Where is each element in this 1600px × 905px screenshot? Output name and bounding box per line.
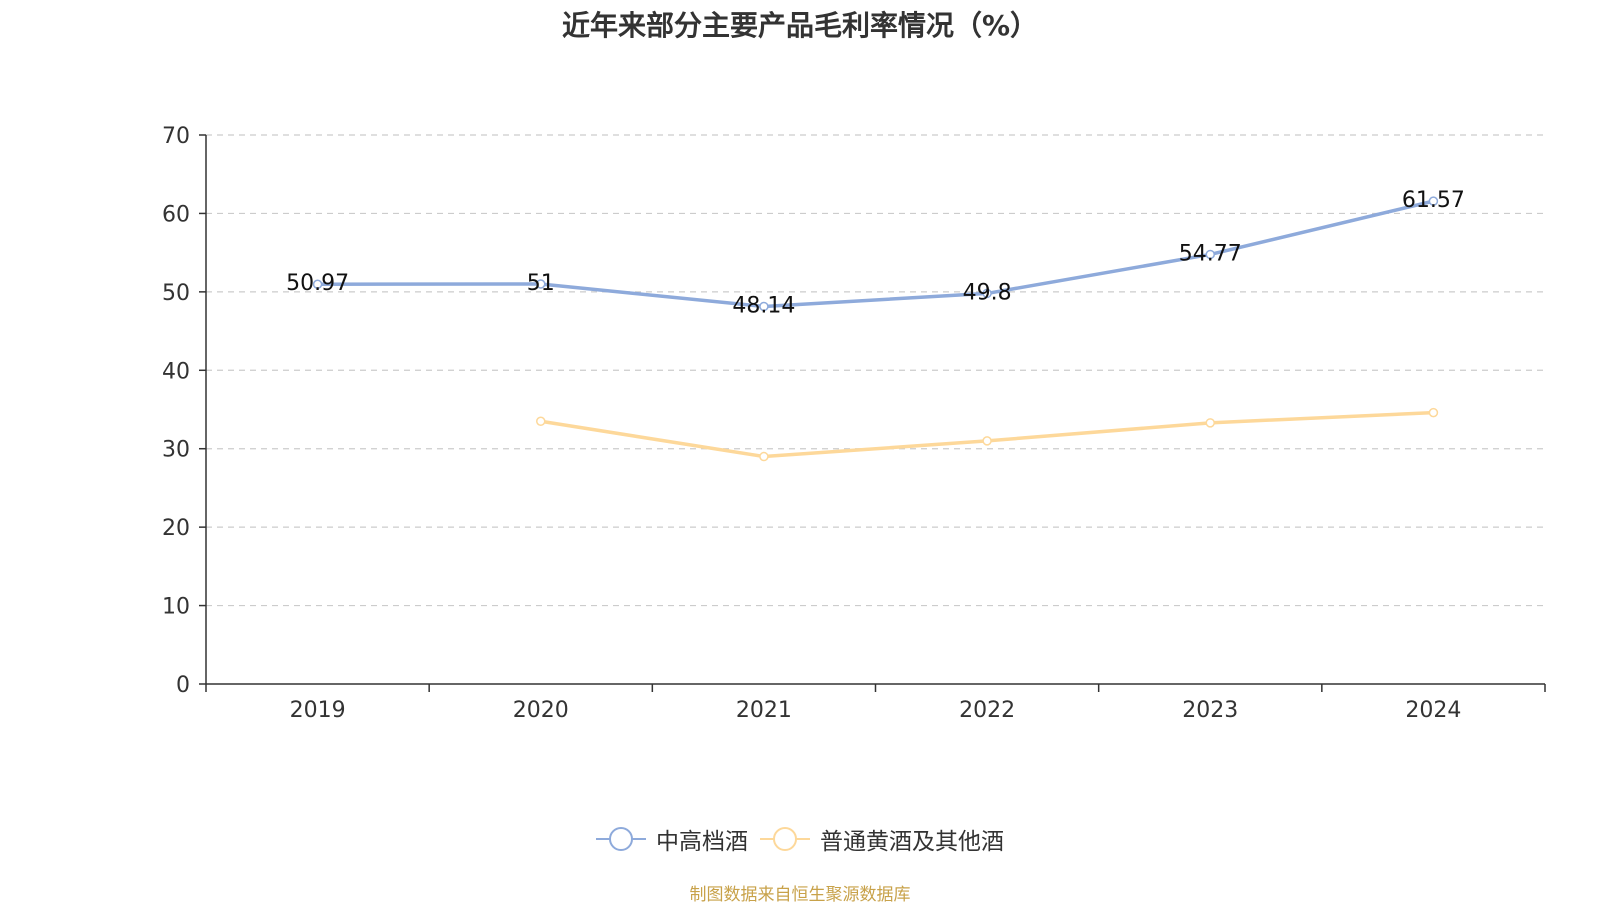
legend-item-series-1[interactable]: 中高档酒 bbox=[596, 822, 748, 856]
y-tick-label: 30 bbox=[162, 438, 190, 463]
data-point[interactable] bbox=[759, 301, 769, 312]
data-point[interactable] bbox=[982, 436, 992, 446]
data-point[interactable] bbox=[1205, 249, 1215, 260]
legend: 中高档酒 普通黄酒及其他酒 bbox=[0, 822, 1600, 856]
data-point[interactable] bbox=[536, 279, 546, 289]
y-tick-label: 50 bbox=[162, 281, 190, 306]
x-tick-label: 2022 bbox=[959, 698, 1015, 723]
data-point[interactable] bbox=[1428, 407, 1439, 418]
data-point[interactable] bbox=[982, 288, 992, 299]
chart-title: 近年来部分主要产品毛利率情况（%） bbox=[561, 9, 1039, 42]
x-tick-label: 2019 bbox=[290, 698, 346, 723]
y-tick-label: 0 bbox=[176, 673, 190, 698]
x-tick-label: 2023 bbox=[1182, 698, 1238, 723]
data-label: 50.97 bbox=[286, 271, 349, 296]
source-note: 制图数据来自恒生聚源数据库 bbox=[689, 885, 911, 905]
legend-line-marker-icon bbox=[596, 827, 646, 851]
data-point[interactable] bbox=[312, 279, 323, 289]
x-tick-label: 2020 bbox=[513, 698, 569, 723]
data-label: 49.8 bbox=[963, 280, 1012, 305]
y-tick-label: 60 bbox=[162, 202, 190, 227]
legend-label: 中高档酒 bbox=[656, 829, 748, 855]
data-label: 51 bbox=[527, 271, 555, 296]
y-tick-label: 40 bbox=[162, 359, 190, 384]
data-point[interactable] bbox=[536, 416, 546, 427]
y-tick-label: 20 bbox=[162, 516, 190, 541]
series-line bbox=[540, 410, 1434, 459]
x-tick-label: 2021 bbox=[736, 698, 792, 723]
data-point[interactable] bbox=[759, 451, 769, 462]
data-label: 48.14 bbox=[732, 293, 795, 318]
x-tick-label: 2024 bbox=[1405, 698, 1461, 723]
legend-item-series-2[interactable]: 普通黄酒及其他酒 bbox=[760, 822, 1004, 856]
y-tick-label: 70 bbox=[162, 124, 190, 149]
data-point[interactable] bbox=[1205, 418, 1215, 428]
data-label: 54.77 bbox=[1179, 241, 1242, 266]
series-line bbox=[317, 199, 1434, 309]
data-point[interactable] bbox=[1428, 196, 1439, 206]
legend-line-marker-icon bbox=[760, 827, 810, 851]
legend-label: 普通黄酒及其他酒 bbox=[820, 829, 1004, 855]
y-tick-label: 10 bbox=[162, 595, 190, 620]
data-label: 61.57 bbox=[1402, 188, 1465, 213]
